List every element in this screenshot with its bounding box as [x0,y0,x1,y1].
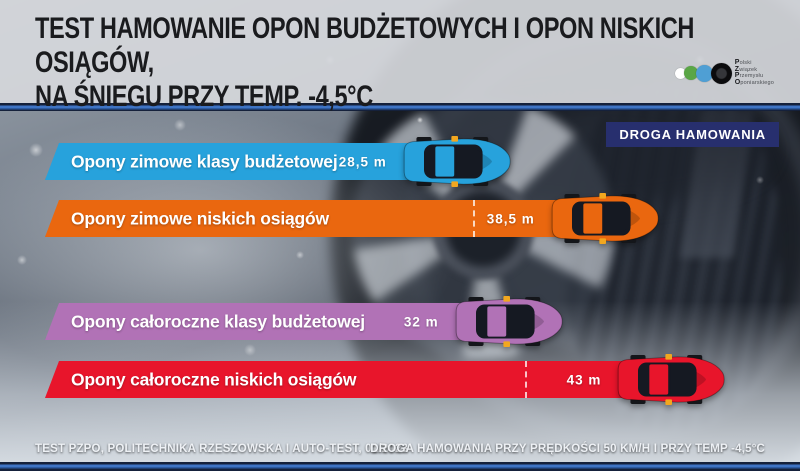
bar-allseason-low-performance: Opony całoroczne niskich osiągów 43 m [45,361,682,398]
car-icon [403,136,511,187]
car-icon [551,193,659,244]
reference-dash-line [525,361,527,398]
footer-source: TEST PZPO, POLITECHNIKA RZESZOWSKA I AUT… [35,443,409,455]
bar-value: 28,5 m [338,154,387,169]
reference-dash-line [472,200,475,237]
bar-winter-low-performance: Opony zimowe niskich osiągów 38,5 m [45,200,615,237]
car-icon [455,296,563,347]
car-icon [618,354,726,405]
bar-label: Opony zimowe klasy budżetowej [71,151,338,171]
braking-distance-badge: DROGA HAMOWANIA [606,122,779,147]
bottom-divider-strip [0,462,800,471]
bar-label: Opony całoroczne klasy budżetowej [71,311,365,331]
bar-value: 38,5 m [486,211,535,226]
bar-value: 32 m [403,314,439,329]
logo-circle-black [710,62,732,84]
bar-label: Opony zimowe niskich osiągów [71,208,329,228]
bar-label: Opony całoroczne niskich osiągów [71,369,357,389]
footer-note: DROGA HAMOWANIA PRZY PRĘDKOŚCI 50 KM/H I… [370,443,765,455]
pzpo-logo: Polski Związek Przemysłu Oponiarskiego [674,59,774,86]
logo-text: Polski Związek Przemysłu Oponiarskiego [734,59,774,86]
bar-value: 43 m [566,372,602,387]
bar-allseason-budget: Opony całoroczne klasy budżetowej 32 m [45,303,519,340]
